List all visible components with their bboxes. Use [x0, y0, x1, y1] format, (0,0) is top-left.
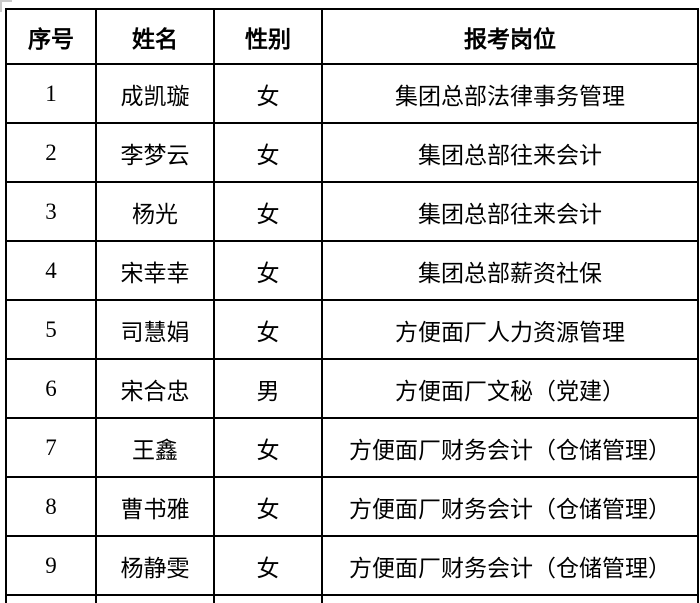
cell-gender: 女 [213, 122, 323, 183]
cell-gender: 女 [213, 240, 323, 301]
cell-index: 6 [5, 358, 97, 419]
cell-index: 2 [5, 122, 97, 183]
cell-gender: 男 [213, 358, 323, 419]
cell-gender: 女 [213, 535, 323, 596]
cell-position-empty [321, 594, 699, 603]
cell-gender-empty [213, 594, 323, 603]
cell-gender: 女 [213, 63, 323, 124]
table-row: 7 王鑫 女 方便面厂财务会计（仓储管理） [5, 417, 699, 478]
cell-index: 5 [5, 299, 97, 360]
cell-position: 方便面厂财务会计（仓储管理） [321, 535, 699, 596]
cell-index: 7 [5, 417, 97, 478]
cell-name: 成凯璇 [95, 63, 215, 124]
cell-index: 4 [5, 240, 97, 301]
cell-name: 宋幸幸 [95, 240, 215, 301]
cell-position: 方便面厂文秘（党建） [321, 358, 699, 419]
cell-name: 王鑫 [95, 417, 215, 478]
table-row: 8 曹书雅 女 方便面厂财务会计（仓储管理） [5, 476, 699, 537]
cell-gender: 女 [213, 417, 323, 478]
cell-gender: 女 [213, 299, 323, 360]
table-row: 1 成凯璇 女 集团总部法律事务管理 [5, 63, 699, 124]
table-header: 序号 姓名 性别 报考岗位 [5, 8, 699, 65]
cell-position: 方便面厂人力资源管理 [321, 299, 699, 360]
table-row: 4 宋幸幸 女 集团总部薪资社保 [5, 240, 699, 301]
cell-index-empty [5, 594, 97, 603]
column-header-position: 报考岗位 [321, 8, 699, 65]
table-row: 2 李梦云 女 集团总部往来会计 [5, 122, 699, 183]
cell-position: 方便面厂财务会计（仓储管理） [321, 417, 699, 478]
cell-name: 曹书雅 [95, 476, 215, 537]
table-row: 5 司慧娟 女 方便面厂人力资源管理 [5, 299, 699, 360]
cell-gender: 女 [213, 181, 323, 242]
cell-index: 8 [5, 476, 97, 537]
cell-name: 杨静雯 [95, 535, 215, 596]
cell-position: 集团总部薪资社保 [321, 240, 699, 301]
cell-position: 集团总部法律事务管理 [321, 63, 699, 124]
cell-name-empty [95, 594, 215, 603]
cell-gender: 女 [213, 476, 323, 537]
cell-index: 1 [5, 63, 97, 124]
partial-row [5, 594, 699, 603]
cell-position: 集团总部往来会计 [321, 181, 699, 242]
applicants-table: 序号 姓名 性别 报考岗位 1 成凯璇 女 集团总部法律事务管理 2 李梦云 女… [5, 8, 699, 603]
cell-name: 司慧娟 [95, 299, 215, 360]
cell-position: 集团总部往来会计 [321, 122, 699, 183]
cell-position: 方便面厂财务会计（仓储管理） [321, 476, 699, 537]
cell-index: 3 [5, 181, 97, 242]
cell-index: 9 [5, 535, 97, 596]
header-row: 序号 姓名 性别 报考岗位 [5, 8, 699, 65]
table-row: 3 杨光 女 集团总部往来会计 [5, 181, 699, 242]
column-header-gender: 性别 [213, 8, 323, 65]
cell-name: 李梦云 [95, 122, 215, 183]
cell-name: 杨光 [95, 181, 215, 242]
page-corner-artifact [0, 0, 12, 12]
column-header-name: 姓名 [95, 8, 215, 65]
table-row: 9 杨静雯 女 方便面厂财务会计（仓储管理） [5, 535, 699, 596]
table-body: 1 成凯璇 女 集团总部法律事务管理 2 李梦云 女 集团总部往来会计 3 杨光… [5, 63, 699, 596]
table-body-partial [5, 594, 699, 603]
cell-name: 宋合忠 [95, 358, 215, 419]
column-header-index: 序号 [5, 8, 97, 65]
table-row: 6 宋合忠 男 方便面厂文秘（党建） [5, 358, 699, 419]
